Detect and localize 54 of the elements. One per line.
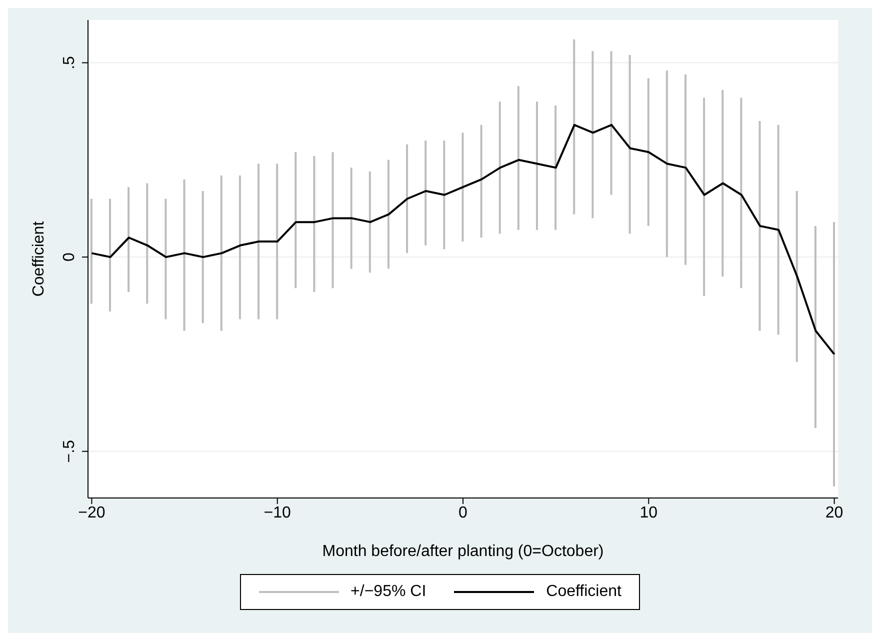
bar xyxy=(443,140,446,250)
bar xyxy=(258,164,260,320)
x-tick-label: 10 xyxy=(640,504,658,522)
bar xyxy=(332,152,334,288)
y-tick-label: −.5 xyxy=(61,440,78,463)
bar xyxy=(276,164,278,320)
x-tick-label: −10 xyxy=(264,504,292,522)
legend-label: Coefficient xyxy=(546,583,622,601)
bar xyxy=(777,124,780,335)
bar xyxy=(498,102,501,234)
bar xyxy=(238,175,241,320)
bar xyxy=(368,172,371,273)
y-tick-label: 0 xyxy=(61,252,78,262)
bar xyxy=(424,140,427,246)
bar xyxy=(592,51,594,218)
bar xyxy=(536,102,538,230)
bar xyxy=(313,156,316,292)
bar xyxy=(610,51,612,195)
bar xyxy=(814,226,816,428)
bar xyxy=(796,190,798,362)
bar xyxy=(146,183,148,304)
bar xyxy=(647,78,650,226)
bar xyxy=(758,121,761,331)
x-axis-title: Month before/after planting (0=October) xyxy=(322,543,604,560)
bar xyxy=(628,54,631,234)
bar xyxy=(350,168,352,269)
bar xyxy=(164,198,167,320)
bar xyxy=(406,144,408,254)
bar xyxy=(462,132,464,242)
bar xyxy=(722,90,724,276)
bar xyxy=(517,86,520,230)
x-tick-label: 20 xyxy=(825,504,844,522)
x-tick-label: 0 xyxy=(458,504,468,522)
bar xyxy=(220,175,222,331)
legend-label: +/−95% CI xyxy=(350,583,426,601)
bar xyxy=(833,222,836,486)
y-tick-label: .5 xyxy=(61,56,78,70)
bar xyxy=(740,98,742,288)
bar xyxy=(128,187,130,292)
bar xyxy=(573,39,576,214)
bar xyxy=(90,198,92,304)
x-tick-label: −20 xyxy=(78,504,106,522)
bar xyxy=(387,160,390,269)
bar xyxy=(183,179,186,331)
line-series xyxy=(90,124,836,356)
bar xyxy=(666,70,668,258)
bar xyxy=(554,105,557,230)
bar xyxy=(202,190,204,324)
bar xyxy=(294,152,297,288)
y-axis-title: Coefficient xyxy=(30,220,48,297)
bar xyxy=(684,74,686,265)
bar xyxy=(108,198,111,312)
bar xyxy=(703,98,706,296)
bar xyxy=(480,124,482,238)
